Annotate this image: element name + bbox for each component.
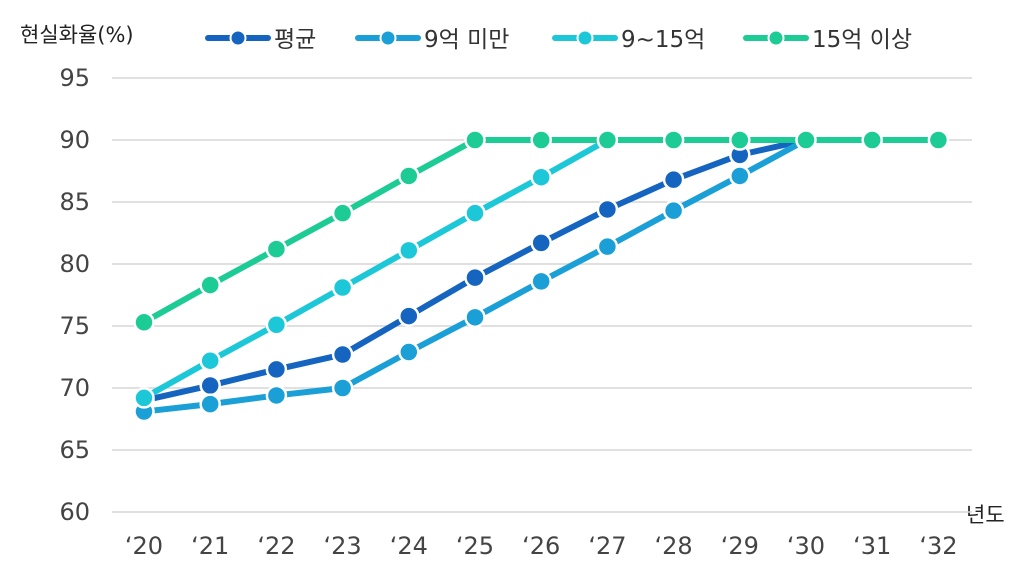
y-axis-label: 현실화율(%) (20, 23, 134, 47)
series-3 (133, 129, 619, 409)
legend-swatch-marker (229, 29, 247, 47)
data-point (265, 384, 288, 407)
y-tick-label: 80 (59, 250, 90, 278)
legend-item: 15억 이상 (743, 27, 912, 53)
data-point (331, 276, 354, 299)
data-point (729, 129, 751, 151)
data-point (729, 165, 751, 187)
legend-label: 9~15억 (621, 27, 705, 53)
data-point (199, 393, 221, 415)
x-tick-label: ‘24 (390, 532, 428, 560)
x-axis: ‘20 ‘21 ‘22 ‘23 ‘24 ‘25 ‘26 ‘27 ‘28 ‘29 ‘30 ‘31 ‘32 (125, 532, 958, 560)
data-point (199, 274, 221, 296)
data-point (530, 232, 552, 254)
y-axis: 60 65 70 75 80 85 90 95 (59, 64, 90, 526)
x-tick-label: ‘28 (655, 532, 693, 560)
data-point (662, 168, 685, 191)
gridlines (112, 77, 972, 513)
legend-item: 9~15억 (552, 27, 705, 53)
series-line (141, 137, 611, 401)
x-tick-label: ‘32 (919, 532, 957, 560)
x-tick-label: ‘21 (191, 532, 229, 560)
data-point (398, 341, 420, 363)
data-point (331, 202, 354, 224)
data-point (530, 270, 552, 293)
legend-swatch-marker (767, 29, 785, 47)
data-point (530, 129, 552, 151)
x-tick-label: ‘27 (588, 532, 626, 560)
data-point (199, 374, 221, 397)
data-point (265, 238, 288, 260)
y-tick-label: 70 (59, 374, 90, 402)
data-point (331, 377, 354, 399)
data-point (596, 198, 619, 221)
legend-item: 9억 미만 (355, 27, 509, 53)
x-tick-label: ‘29 (721, 532, 759, 560)
data-point (927, 129, 950, 151)
x-tick-label: ‘22 (257, 532, 295, 560)
data-point (596, 129, 619, 151)
y-tick-label: 90 (59, 126, 90, 154)
x-tick-label: ‘31 (853, 532, 891, 560)
y-tick-label: 85 (59, 188, 90, 216)
x-tick-label: ‘20 (125, 532, 163, 560)
data-point (464, 129, 486, 151)
data-point (596, 235, 619, 258)
x-axis-label: 년도 (966, 503, 1005, 527)
data-point (133, 387, 155, 409)
data-point (265, 358, 288, 381)
x-tick-label: ‘25 (456, 532, 494, 560)
x-tick-label: ‘23 (324, 532, 362, 560)
data-point (795, 129, 817, 151)
data-point (398, 239, 420, 262)
data-point (662, 129, 685, 151)
data-point (662, 199, 685, 222)
y-tick-label: 75 (59, 312, 90, 340)
data-point (265, 314, 288, 336)
data-point (464, 266, 486, 289)
data-point (398, 305, 420, 327)
legend-swatch-marker (379, 29, 397, 47)
data-point (398, 165, 420, 187)
x-tick-label: ‘30 (787, 532, 825, 560)
y-tick-label: 95 (59, 64, 90, 92)
data-point (464, 202, 486, 224)
legend-swatch-marker (576, 29, 594, 47)
data-point (861, 129, 883, 151)
series-2 (133, 129, 817, 423)
legend: 평균 9억 미만 9~15억 15억 이상 (205, 27, 912, 53)
legend-label: 평균 (274, 27, 316, 53)
legend-label: 15억 이상 (812, 27, 912, 53)
series-group (133, 129, 950, 423)
series-4 (133, 129, 950, 334)
data-point (530, 166, 552, 188)
y-tick-label: 65 (59, 436, 90, 464)
x-tick-label: ‘26 (522, 532, 560, 560)
legend-label: 9억 미만 (424, 27, 509, 53)
legend-item: 평균 (205, 27, 316, 53)
data-point (331, 343, 354, 366)
data-point (199, 349, 221, 372)
y-tick-label: 60 (59, 498, 90, 526)
data-point (464, 306, 486, 329)
data-point (133, 311, 155, 334)
